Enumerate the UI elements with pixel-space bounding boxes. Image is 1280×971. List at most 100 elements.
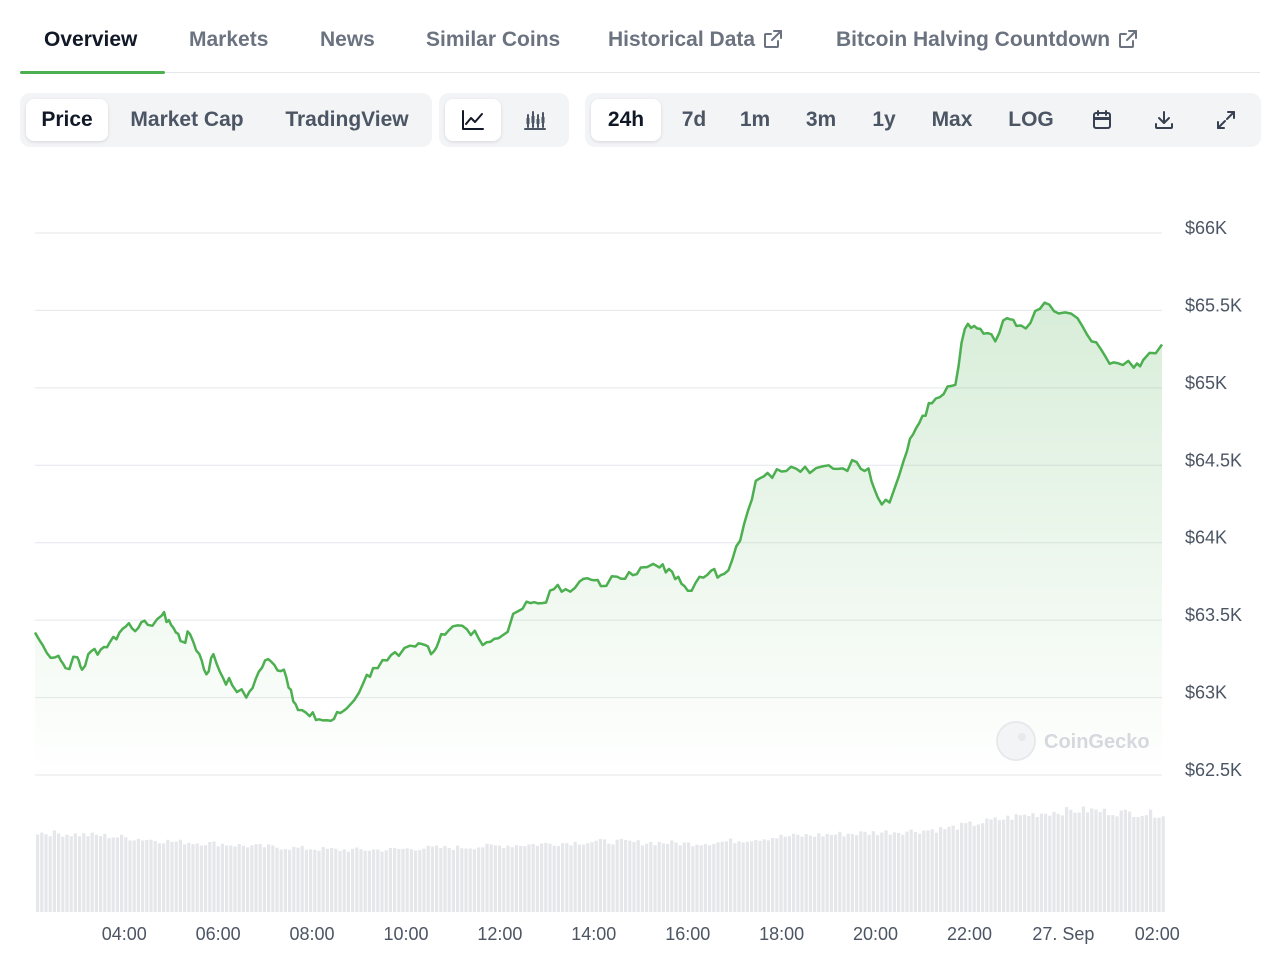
volume-bar xyxy=(1153,817,1157,912)
x-tick-label: 02:00 xyxy=(1135,924,1180,944)
fullscreen-button[interactable] xyxy=(1201,99,1251,141)
volume-bar xyxy=(682,842,686,912)
volume-bar xyxy=(846,833,850,912)
volume-bar xyxy=(720,841,724,912)
volume-bar xyxy=(405,848,409,912)
volume-bar xyxy=(884,830,888,912)
tab-similar-coins[interactable]: Similar Coins xyxy=(426,28,561,51)
volume-bar xyxy=(590,842,594,912)
range-3m[interactable]: 3m xyxy=(805,108,837,131)
volume-bar xyxy=(628,840,632,912)
date-range-button[interactable] xyxy=(1077,99,1127,141)
tab-price[interactable]: Price xyxy=(26,99,108,141)
coingecko-watermark: CoinGecko xyxy=(996,721,1150,761)
range-1m[interactable]: 1m xyxy=(739,108,771,131)
volume-bar xyxy=(661,843,665,912)
watermark-text: CoinGecko xyxy=(1044,731,1150,753)
volume-bar xyxy=(569,845,573,912)
volume-bar xyxy=(170,841,174,912)
volume-bar xyxy=(930,829,934,912)
tab-overview[interactable]: Overview xyxy=(44,28,138,51)
volume-bar xyxy=(111,837,115,912)
volume-bar xyxy=(1098,812,1102,912)
volume-bar xyxy=(540,843,544,912)
volume-bar xyxy=(607,843,611,912)
volume-bar xyxy=(649,842,653,912)
range-1y[interactable]: 1y xyxy=(872,108,896,131)
tab-tradingview[interactable]: TradingView xyxy=(285,108,409,131)
volume-bar xyxy=(65,834,69,912)
volume-bar xyxy=(934,832,938,912)
volume-bar xyxy=(888,834,892,912)
volume-bar xyxy=(334,848,338,912)
tab-halving-label: Bitcoin Halving Countdown xyxy=(836,28,1111,51)
volume-bar xyxy=(300,845,304,912)
volume-bar xyxy=(1035,817,1039,912)
volume-bar xyxy=(304,849,308,912)
volume-bar xyxy=(506,845,510,912)
volume-bar xyxy=(1144,815,1148,912)
volume-bar xyxy=(871,831,875,912)
download-button[interactable] xyxy=(1139,99,1189,141)
volume-bar xyxy=(1014,814,1018,912)
volume-bar xyxy=(376,849,380,912)
x-tick-label: 18:00 xyxy=(759,924,804,944)
line-chart-button[interactable] xyxy=(445,99,501,141)
tab-market-cap[interactable]: Market Cap xyxy=(130,108,244,131)
volume-bar xyxy=(330,848,334,912)
volume-bar xyxy=(577,844,581,912)
volume-bar xyxy=(443,845,447,912)
volume-bar xyxy=(787,836,791,912)
volume-bar xyxy=(1161,816,1165,912)
volume-bar xyxy=(678,845,682,912)
volume-bar xyxy=(985,818,989,912)
volume-bar xyxy=(493,845,497,912)
y-tick-label: $65.5K xyxy=(1185,295,1242,315)
tab-news[interactable]: News xyxy=(320,28,375,51)
candlestick-chart-button[interactable] xyxy=(507,99,563,141)
volume-bar xyxy=(1077,812,1081,912)
volume-bar xyxy=(136,838,140,912)
volume-bar xyxy=(367,850,371,912)
volume-bar xyxy=(1044,813,1048,912)
volume-bar xyxy=(951,825,955,912)
volume-bar xyxy=(313,849,317,912)
range-max[interactable]: Max xyxy=(931,108,973,131)
x-tick-label: 12:00 xyxy=(477,924,522,944)
volume-bar xyxy=(73,833,77,912)
volume-bar xyxy=(918,833,922,912)
volume-bar xyxy=(926,830,930,912)
tab-historical-data-label: Historical Data xyxy=(608,28,756,51)
volume-bar xyxy=(514,845,518,912)
volume-bar xyxy=(762,839,766,912)
time-range-toolbar: 24h 7d 1m 3m 1y Max LOG xyxy=(585,93,1261,147)
fullscreen-icon xyxy=(1217,111,1235,129)
volume-bar xyxy=(842,836,846,912)
volume-bar xyxy=(913,832,917,912)
volume-bar xyxy=(325,848,329,912)
volume-bar xyxy=(598,839,602,912)
volume-bar xyxy=(439,848,443,912)
volume-bar xyxy=(393,848,397,912)
volume-bar xyxy=(472,849,476,912)
volume-bar xyxy=(153,841,157,912)
volume-bar xyxy=(632,841,636,912)
tab-markets[interactable]: Markets xyxy=(189,28,269,51)
volume-bar xyxy=(834,834,838,912)
tab-historical-data[interactable]: Historical Data xyxy=(608,28,783,52)
volume-bar xyxy=(90,832,94,912)
volume-bar xyxy=(792,833,796,912)
tab-bitcoin-halving-countdown[interactable]: Bitcoin Halving Countdown xyxy=(836,28,1138,52)
volume-bar xyxy=(199,845,203,912)
volume-bar xyxy=(615,839,619,912)
log-scale-toggle[interactable]: LOG xyxy=(1008,108,1054,131)
range-7d[interactable]: 7d xyxy=(681,108,707,131)
volume-bar xyxy=(619,838,623,912)
volume-bar xyxy=(943,829,947,912)
volume-bar xyxy=(670,840,674,912)
volume-bar xyxy=(128,840,132,912)
range-24h[interactable]: 24h xyxy=(591,99,661,141)
volume-bar xyxy=(531,844,535,912)
volume-bar xyxy=(78,836,82,912)
volume-bar xyxy=(1031,813,1035,912)
